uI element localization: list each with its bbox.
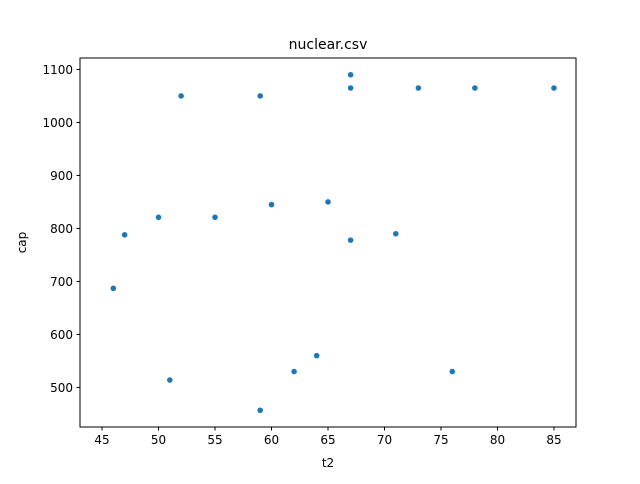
y-axis-label: cap <box>15 232 29 254</box>
y-axis-ticks: 500 600 700 800 900 1000 1100 <box>42 63 80 395</box>
data-point <box>291 368 297 375</box>
data-point <box>178 93 184 99</box>
data-point <box>392 230 399 237</box>
y-tick-label: 900 <box>50 169 73 183</box>
data-point <box>325 199 331 205</box>
y-tick-label: 800 <box>50 222 73 236</box>
x-tick-label: 65 <box>320 433 335 447</box>
data-point <box>110 285 117 292</box>
x-tick-label: 75 <box>433 433 448 447</box>
data-point <box>257 407 264 414</box>
data-point <box>257 93 264 99</box>
x-tick-label: 55 <box>207 433 222 447</box>
x-tick-label: 85 <box>546 433 561 447</box>
data-point <box>155 214 162 221</box>
data-point <box>415 85 422 91</box>
data-point <box>313 352 320 359</box>
x-tick-label: 45 <box>94 433 109 447</box>
scatter-points <box>110 71 557 414</box>
x-tick-label: 70 <box>377 433 392 447</box>
data-point <box>121 232 128 238</box>
data-point <box>347 85 354 91</box>
data-point <box>449 368 456 375</box>
y-tick-label: 500 <box>50 381 73 395</box>
y-tick-label: 700 <box>50 275 73 289</box>
x-axis-label: t2 <box>322 456 334 470</box>
data-point <box>212 214 218 221</box>
data-point <box>347 71 354 78</box>
data-point <box>167 377 173 383</box>
y-tick-label: 1000 <box>42 116 73 130</box>
plot-area <box>79 57 577 428</box>
data-point <box>472 85 478 91</box>
x-tick-label: 60 <box>264 433 279 447</box>
data-point <box>268 201 275 208</box>
data-point <box>551 85 557 91</box>
chart-title: nuclear.csv <box>289 37 368 53</box>
x-tick-label: 80 <box>490 433 505 447</box>
y-tick-label: 1100 <box>42 63 73 77</box>
y-tick-label: 600 <box>50 328 73 342</box>
x-tick-label: 50 <box>151 433 166 447</box>
x-axis-ticks: 45 50 55 60 65 70 75 80 85 <box>94 427 562 447</box>
data-point <box>347 237 354 243</box>
